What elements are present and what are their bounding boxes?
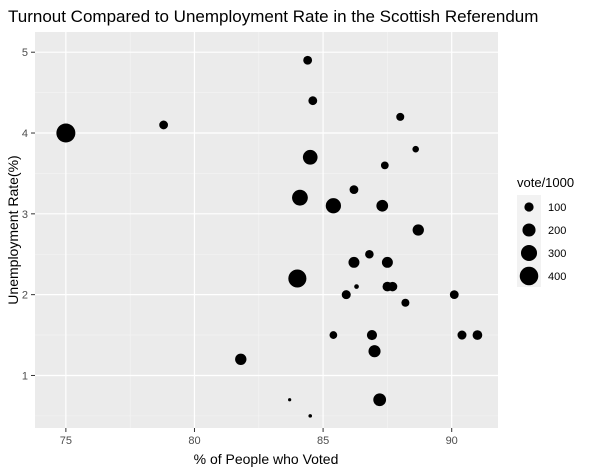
data-point: [368, 345, 381, 358]
minor-gridlines: [35, 32, 498, 428]
legend-title: vote/1000: [517, 175, 574, 190]
data-point: [308, 96, 318, 106]
legend-items: 100 200 300 400: [519, 202, 566, 286]
data-point: [349, 185, 359, 194]
data-point: [381, 256, 393, 268]
plot-panel: [35, 32, 498, 428]
chart-title: Turnout Compared to Unemployment Rate in…: [8, 7, 538, 26]
x-tick-label: 75: [60, 435, 72, 447]
y-tick-label: 2: [22, 290, 28, 302]
data-point: [302, 149, 318, 165]
y-tick-label: 3: [22, 209, 28, 221]
data-point: [348, 256, 360, 268]
y-tick-label: 1: [22, 370, 28, 382]
data-point: [56, 123, 76, 143]
y-axis-title: Unemployment Rate(%): [5, 155, 21, 304]
y-axis-ticks: 1 2 3 4 5: [22, 47, 35, 382]
data-point: [387, 281, 398, 292]
y-tick-label: 5: [22, 47, 28, 59]
y-tick-label: 4: [22, 128, 28, 140]
data-point: [159, 120, 169, 130]
legend-label: 100: [548, 202, 566, 214]
legend-label: 200: [548, 225, 566, 237]
x-axis-ticks: 75 80 85 90: [60, 428, 458, 447]
size-legend: vote/1000 100 200 300 400: [517, 175, 574, 287]
data-point: [354, 284, 359, 289]
data-point: [365, 249, 374, 259]
data-point: [449, 290, 459, 300]
data-point: [366, 329, 378, 341]
x-axis-title: % of People who Voted: [194, 451, 339, 467]
data-point: [329, 331, 338, 339]
legend-label: 400: [548, 271, 566, 283]
data-point: [457, 330, 467, 340]
data-point: [308, 414, 313, 418]
data-point: [472, 330, 483, 340]
data-point: [412, 145, 419, 153]
legend-key-circle: [522, 223, 536, 237]
data-point: [341, 290, 351, 300]
x-tick-label: 85: [317, 435, 329, 447]
data-point: [401, 298, 410, 307]
legend-key-circle: [519, 266, 539, 286]
data-point: [396, 112, 405, 121]
data-point: [373, 393, 387, 407]
x-tick-label: 90: [446, 435, 458, 447]
legend-label: 300: [548, 248, 566, 260]
data-point: [303, 55, 313, 65]
data-point: [412, 224, 424, 236]
data-points: [56, 55, 483, 418]
x-tick-label: 80: [188, 435, 200, 447]
legend-key-circle: [520, 244, 538, 262]
data-point: [380, 161, 389, 170]
data-point: [288, 269, 307, 288]
data-point: [235, 353, 247, 365]
data-point: [376, 199, 389, 212]
major-gridlines: [35, 32, 498, 428]
data-point: [288, 398, 292, 402]
data-point: [325, 198, 341, 214]
legend-key-circle: [524, 202, 534, 212]
data-point: [292, 189, 308, 206]
